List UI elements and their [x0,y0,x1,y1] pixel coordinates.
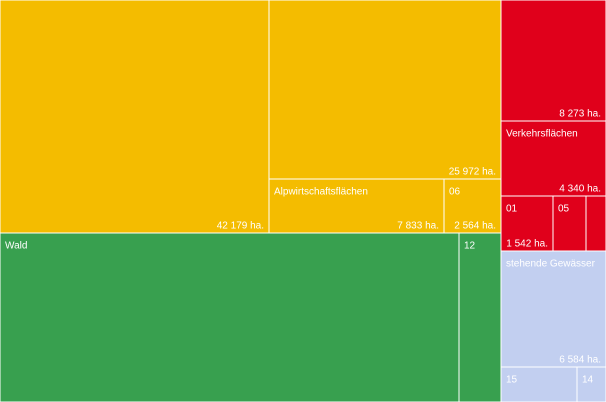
treemap-cell [500,0,606,122]
cell-label: 06 [449,187,461,198]
treemap-cell [443,178,502,234]
value-label: 8 273 ha. [559,109,601,120]
value-label: 2 564 ha. [454,221,496,232]
treemap-cell [0,0,270,234]
treemap-cell [500,250,606,368]
treemap-cell [500,195,554,252]
treemap-cell [585,195,606,252]
cell-label: 15 [506,375,518,386]
value-label: 4 340 ha. [559,184,601,195]
treemap-cell [576,366,606,402]
treemap-cell [268,0,502,180]
value-label: 25 972 ha. [449,167,496,178]
treemap-cell [458,232,502,402]
cell-label: Wald [5,241,27,252]
value-label: 7 833 ha. [397,221,439,232]
treemap-cell [0,232,460,402]
cell-label: 12 [464,241,476,252]
value-label: 42 179 ha. [217,221,264,232]
cell-label: 05 [558,204,570,215]
treemap-cell [552,195,587,252]
cell-label: 01 [506,204,518,215]
value-label: 6 584 ha. [559,355,601,366]
value-label: 1 542 ha. [506,239,548,250]
cell-label: stehende Gewässer [506,259,596,270]
cell-label: Alpwirtschaftsflächen [274,187,368,198]
cell-label: Verkehrsflächen [506,129,578,140]
treemap-cell [268,178,445,234]
cell-label: 14 [582,375,594,386]
